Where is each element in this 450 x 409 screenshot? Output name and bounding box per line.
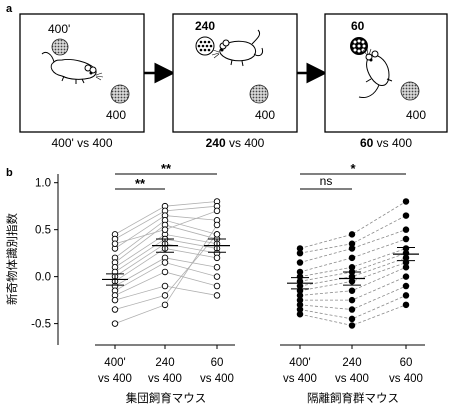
x-tick-label: 240 (155, 357, 174, 369)
box-2-top-label: 240 (195, 19, 215, 33)
mouse-icon (41, 51, 104, 84)
subject-line (299, 201, 407, 249)
subject-line (299, 304, 407, 326)
box-3-top-label: 60 (351, 19, 365, 33)
box-1-top-label: 400' (48, 22, 70, 36)
data-point (111, 240, 119, 248)
data-point (213, 254, 221, 262)
significance-label: * (350, 161, 356, 176)
box-2: 240 400 (172, 13, 298, 133)
chart: 1.0 0.5 0.0 -0.5 400' vs 400 240 vs 400 60 vs 400… (31, 161, 425, 405)
x-tick-label: vs 400 (389, 373, 423, 385)
y-tick-label: 0.5 (35, 225, 51, 237)
data-point (348, 296, 356, 304)
x-tick-label: 60 (400, 357, 413, 369)
object-400-icon (400, 81, 420, 101)
data-point (402, 301, 410, 309)
object-400-icon (110, 84, 130, 104)
data-point (402, 273, 410, 280)
box-1: 400' 400 (19, 13, 145, 133)
data-point (111, 320, 119, 327)
mouse-icon (358, 48, 393, 98)
data-point (296, 249, 304, 257)
data-point (348, 322, 356, 329)
data-point (213, 273, 221, 280)
mouse-icon (211, 29, 263, 67)
box-1-caption: 400' vs 400 (51, 136, 112, 150)
data-point (402, 212, 410, 219)
data-point (402, 198, 410, 205)
data-point (161, 226, 169, 233)
object-400-icon (51, 38, 69, 56)
data-point (161, 282, 169, 290)
data-point (213, 292, 221, 299)
x-tick-label: vs 400 (200, 373, 234, 385)
data-point (296, 310, 304, 318)
y-axis-label: 新奇物体識別指数 (5, 213, 19, 305)
data-point (402, 292, 410, 299)
data-point (402, 282, 410, 290)
data-point (213, 207, 221, 215)
group-label: 隔離飼育群マウス (307, 391, 399, 405)
object-60-icon (350, 37, 368, 55)
data-point (213, 282, 221, 290)
object-240-icon (195, 36, 215, 56)
box-3: 60 400 (324, 13, 448, 133)
data-point (111, 306, 119, 313)
data-point (161, 268, 169, 276)
x-tick-label: 240 (342, 357, 361, 369)
x-tick-label: 400' (104, 357, 125, 369)
y-tick-label: -0.5 (31, 319, 51, 331)
data-point (348, 254, 356, 262)
x-tick-label: 60 (211, 357, 224, 369)
data-point (348, 231, 356, 238)
significance-label: ** (135, 176, 146, 191)
panel-a-letter: a (6, 3, 13, 15)
subject-line (299, 229, 407, 263)
data-point (111, 296, 119, 304)
data-point (161, 301, 169, 309)
data-point (402, 226, 410, 233)
data-point (296, 259, 304, 266)
data-point (348, 287, 356, 294)
x-tick-label: vs 400 (283, 373, 317, 385)
significance-label: ns (320, 174, 333, 188)
data-point (213, 221, 221, 229)
box-3-caption: 60 vs 400 (360, 136, 412, 150)
box-2-bottom-label: 400 (255, 108, 275, 122)
data-point (348, 315, 356, 323)
x-tick-label: 400' (289, 357, 310, 369)
y-tick-label: 0.0 (35, 272, 51, 284)
data-point (213, 263, 221, 271)
box-2-caption: 240 vs 400 (206, 136, 265, 150)
data-point (402, 263, 410, 271)
panel-b-letter: b (6, 167, 13, 179)
subject-line (299, 238, 407, 273)
object-400-icon (249, 84, 269, 104)
significance-label: ** (161, 161, 172, 176)
group-label: 集団飼育マウス (126, 391, 207, 405)
box-1-bottom-label: 400 (106, 108, 126, 122)
box-3-bottom-label: 400 (406, 108, 426, 122)
data-point (348, 245, 356, 252)
x-tick-label: vs 400 (335, 373, 369, 385)
y-tick-label: 1.0 (35, 178, 51, 190)
x-tick-label: vs 400 (98, 373, 132, 385)
data-point (348, 306, 356, 313)
data-point (161, 292, 169, 299)
data-point (213, 231, 221, 238)
data-point (402, 235, 410, 243)
data-point (161, 259, 169, 266)
x-tick-label: vs 400 (148, 373, 182, 385)
